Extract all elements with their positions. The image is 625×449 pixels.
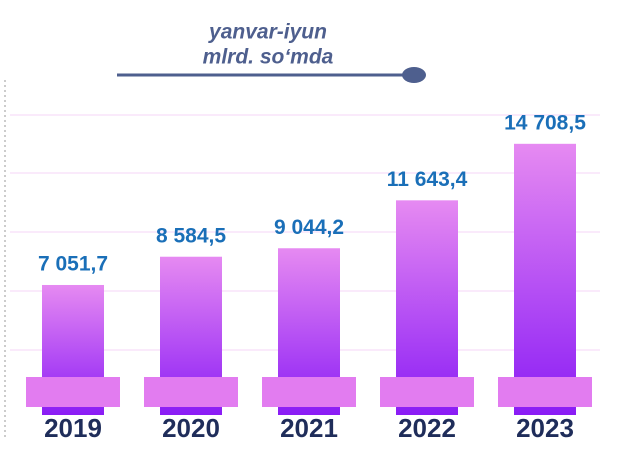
bars [26,143,592,416]
value-label: 11 643,4 [387,168,468,191]
pedestal [498,377,592,407]
value-label: 9 044,2 [274,216,344,239]
pedestal [262,377,356,407]
x-tick-label: 2022 [398,413,456,443]
pedestal [380,377,474,407]
pedestal [26,377,120,407]
x-tick-label: 2019 [44,413,102,443]
pedestal [144,377,238,407]
subtitle: mlrd. so‘mda [203,46,334,69]
x-tick-label: 2020 [162,413,220,443]
x-tick-label: 2021 [280,413,338,443]
subtitle: yanvar-iyun [208,21,327,44]
value-label: 14 708,5 [504,111,586,134]
bar [514,143,576,416]
value-label: 8 584,5 [156,224,226,247]
value-label: 7 051,7 [38,253,108,276]
decor-dot [402,67,426,83]
x-tick-label: 2023 [516,413,574,443]
labels: 7 051,7 2019 8 584,5 2020 9 044,2 2021 11 643,… [38,111,586,443]
